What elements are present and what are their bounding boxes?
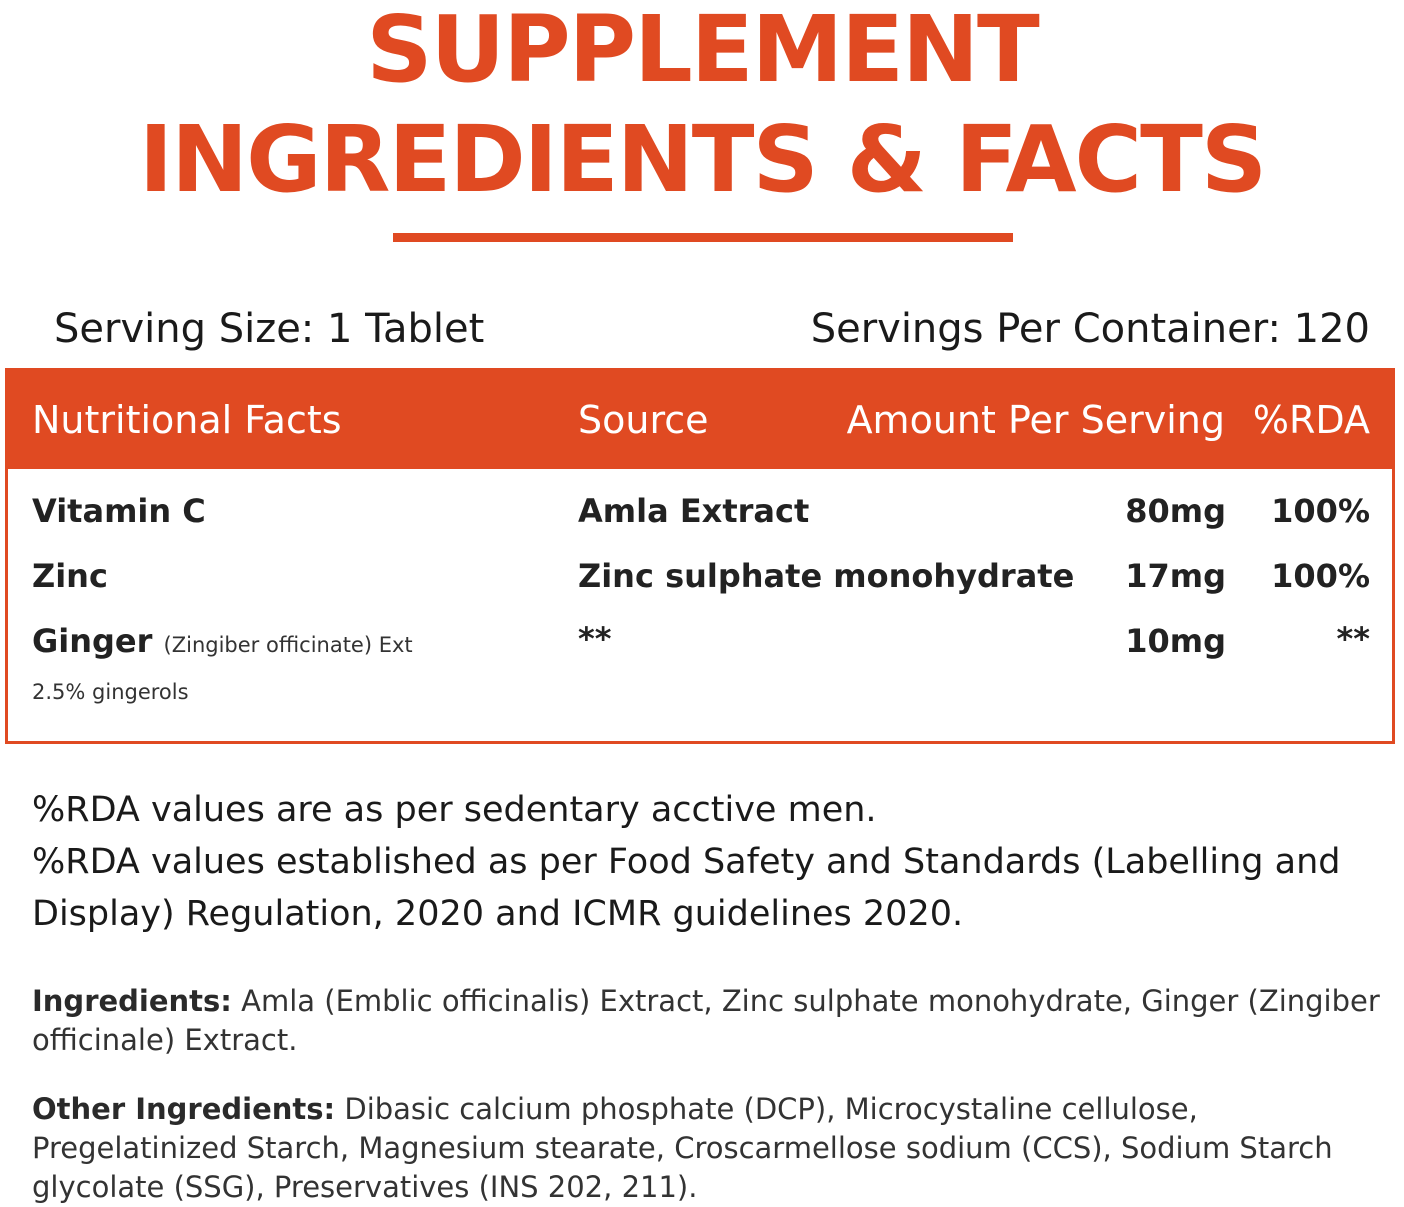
column-header-nutritional-facts: Nutritional Facts [32, 398, 342, 442]
rda-note-2: %RDA values established as per Food Safe… [32, 842, 1341, 934]
row-vitamin-c-rda: 100% [1271, 492, 1370, 530]
row-vitamin-c-source: Amla Extract [578, 492, 810, 530]
row-zinc-rda: 100% [1271, 557, 1370, 595]
title-underline [393, 233, 1013, 242]
rda-notes: %RDA values are as per sedentary acctive… [32, 784, 1372, 940]
nutrition-facts-table: Nutritional Facts Source Amount Per Serv… [5, 368, 1395, 744]
serving-size: Serving Size: 1 Tablet [54, 306, 485, 352]
row-zinc-name: Zinc [32, 557, 108, 595]
row-zinc-source: Zinc sulphate monohydrate [578, 557, 1075, 595]
other-ingredients-paragraph: Other Ingredients: Dibasic calcium phosp… [32, 1090, 1402, 1207]
row-zinc-amount: 17mg [1125, 557, 1226, 595]
row-vitamin-c-name: Vitamin C [32, 492, 206, 530]
row-vitamin-c-amount: 80mg [1125, 492, 1226, 530]
other-ingredients-label: Other Ingredients: [32, 1092, 336, 1126]
title-line-2: INGREDIENTS & FACTS [138, 106, 1267, 213]
row-ginger-name-cell: Ginger (Zingiber officinate) Ext [32, 621, 413, 665]
ingredients-label: Ingredients: [32, 984, 232, 1018]
ingredients-paragraph: Ingredients: Amla (Emblic officinalis) E… [32, 982, 1382, 1060]
column-header-source: Source [578, 398, 709, 442]
table-header: Nutritional Facts Source Amount Per Serv… [8, 371, 1392, 469]
column-header-rda: %RDA [1252, 398, 1370, 442]
row-ginger-sub-note: 2.5% gingerols [32, 680, 189, 704]
rda-note-1: %RDA values are as per sedentary acctive… [32, 790, 877, 830]
row-ginger-amount: 10mg [1125, 622, 1226, 660]
row-ginger-name: Ginger [32, 622, 153, 660]
row-ginger-rda: ** [1336, 620, 1370, 658]
servings-per-container: Servings Per Container: 120 [810, 306, 1370, 352]
title-line-1: SUPPLEMENT [366, 0, 1039, 103]
row-ginger-note: (Zingiber officinate) Ext [163, 633, 413, 657]
other-ingredients-text: Dibasic calcium phosphate (DCP), Microcy… [32, 1092, 1333, 1204]
column-header-amount: Amount Per Serving [846, 398, 1225, 442]
row-ginger-source: ** [578, 620, 612, 658]
ingredients-text: Amla (Emblic officinalis) Extract, Zinc … [32, 984, 1380, 1057]
